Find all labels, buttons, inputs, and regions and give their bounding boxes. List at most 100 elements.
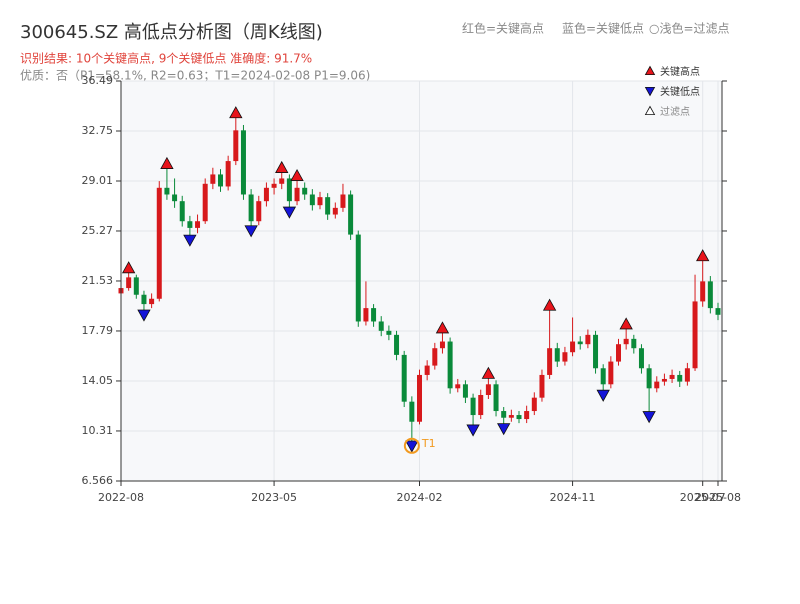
candle-body — [378, 321, 384, 331]
candle-body — [286, 178, 292, 202]
y-tick-label: 6.566 — [82, 474, 114, 487]
candle-body — [401, 354, 407, 402]
candle-body — [240, 130, 246, 195]
x-tick-label: 2022-08 — [98, 491, 144, 504]
candle-body — [593, 334, 599, 369]
x-tick-label: 2023-05 — [251, 491, 297, 504]
pivot-marker — [244, 225, 258, 238]
y-tick-label: 10.31 — [82, 424, 114, 437]
candle-body — [485, 384, 491, 395]
pivot-marker — [121, 261, 136, 274]
candle-body — [317, 197, 323, 206]
candle-body — [707, 281, 713, 309]
candle-body — [164, 187, 170, 195]
candle-body — [195, 221, 201, 228]
pivot-marker — [642, 411, 656, 424]
candle-body — [462, 384, 468, 398]
chart-note: 优质：否（P1=58.1%, R2=0.63；T1=2024-02-08 P1=… — [20, 69, 370, 83]
pivot-marker — [596, 389, 610, 402]
candle-body — [302, 187, 308, 195]
candle-body — [187, 221, 193, 228]
candle-body — [684, 368, 690, 382]
chart-subtitle: 识别结果: 10个关键高点, 9个关键低点 准确度: 91.7% — [20, 51, 312, 66]
candle-body — [417, 374, 422, 422]
y-tick-label: 17.79 — [82, 324, 114, 337]
candle-body — [554, 348, 560, 362]
pivot-marker — [183, 234, 197, 247]
candle-body — [661, 378, 667, 382]
pivot-marker — [497, 423, 511, 436]
candle-body — [646, 368, 652, 389]
candle-body — [141, 294, 147, 305]
legend-note: 蓝色=关键低点 — [562, 22, 644, 36]
candle-body — [371, 308, 377, 322]
candle-body — [455, 384, 461, 389]
pivot-marker — [619, 317, 633, 330]
candle-body — [218, 174, 223, 187]
candle-body — [493, 384, 499, 412]
candle-body — [179, 201, 185, 222]
x-tick-label: 2025-07 — [680, 491, 726, 504]
candle-body — [363, 308, 369, 322]
candle-body — [715, 308, 721, 315]
candle-body — [279, 178, 285, 184]
legend-label: 关键高点 — [660, 65, 700, 78]
x-tick-label: 2025-08 — [695, 491, 741, 504]
candle-body — [478, 394, 484, 416]
candle-body — [424, 365, 430, 375]
candle-body — [577, 341, 583, 345]
legend-note: 红色=关键高点 — [462, 21, 544, 36]
candle-body — [386, 330, 392, 335]
pivot-marker — [282, 206, 297, 219]
candle-body — [233, 130, 239, 162]
annotation-label: T1 — [421, 437, 436, 450]
candle-body — [439, 341, 445, 349]
candle-body — [126, 277, 132, 289]
candle-body — [631, 338, 637, 349]
candle-body — [348, 194, 354, 235]
candle-body — [409, 401, 415, 422]
candle-body — [432, 348, 438, 366]
candle-body — [332, 207, 338, 215]
candle-body — [271, 183, 277, 188]
candle-body — [340, 194, 346, 208]
candle-body — [325, 197, 331, 215]
candle-body — [623, 338, 629, 345]
candle-body — [616, 344, 621, 362]
candle-body — [294, 187, 300, 202]
pivot-marker — [229, 106, 243, 119]
pivot-marker — [435, 321, 450, 334]
y-tick-label: 36.49 — [82, 74, 114, 87]
pivot-marker — [405, 440, 419, 453]
candle-body — [531, 397, 537, 412]
y-tick-label: 29.01 — [82, 174, 114, 187]
x-tick-label: 2024-11 — [550, 491, 596, 504]
candle-body — [692, 301, 698, 369]
candle-body — [309, 194, 315, 206]
candle-body — [263, 187, 269, 202]
candle-body — [470, 397, 476, 416]
candle-body — [585, 334, 591, 345]
y-tick-label: 14.05 — [82, 374, 114, 387]
y-tick-label: 25.27 — [82, 224, 114, 237]
candle-body — [508, 415, 514, 418]
pivot-marker — [542, 298, 557, 311]
legend-label: 过滤点 — [660, 105, 690, 118]
pivot-marker — [466, 424, 480, 437]
candle-body — [501, 411, 507, 418]
pivot-marker — [160, 156, 174, 169]
candle-body — [172, 194, 178, 202]
candle-body — [394, 334, 400, 355]
candle-body — [677, 374, 683, 382]
pivot-marker — [481, 366, 496, 379]
x-tick-label: 2024-02 — [397, 491, 443, 504]
candle-body — [669, 374, 675, 379]
legend-note: ○浅色=过滤点 — [649, 22, 730, 36]
candle-body — [524, 411, 530, 420]
y-tick-label: 32.75 — [82, 124, 114, 137]
candle-body — [133, 277, 139, 295]
candle-body — [608, 361, 614, 385]
chart-title: 300645.SZ 高低点分析图（周K线图) — [20, 22, 323, 43]
candle-body — [202, 183, 208, 222]
